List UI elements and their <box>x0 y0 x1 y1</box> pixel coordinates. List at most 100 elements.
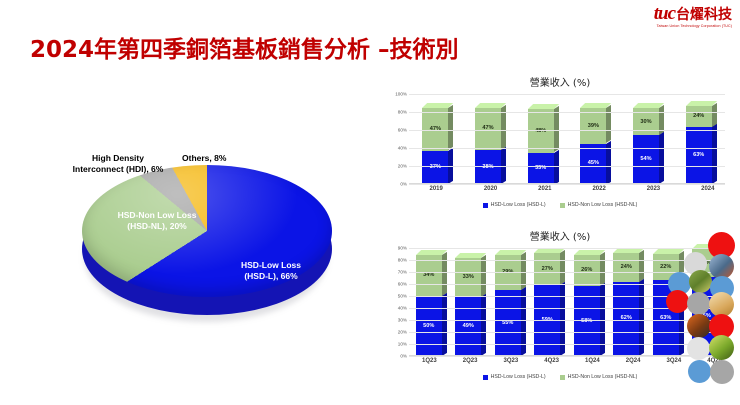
bar-segment-face <box>613 252 640 282</box>
bar-value-label: 55% <box>502 319 514 326</box>
deco-photo-circle <box>689 270 712 293</box>
legend-item[interactable]: HSD-Low Loss (HSD-L) <box>482 374 546 380</box>
y-tick-label: 80% <box>397 257 407 263</box>
bar-value-label: 22% <box>660 263 672 270</box>
x-tick-label: 2024 <box>701 186 715 192</box>
legend-item[interactable]: HSD-Low Loss (HSD-L) <box>482 202 546 208</box>
legend-label: HSD-Low Loss (HSD-L) <box>490 374 546 380</box>
bar-segment: 35% <box>527 149 559 184</box>
y-tick-label: 30% <box>397 317 407 323</box>
y-axis-quarterly: 0% 10% 20% 30% 40% 50% 60% 70% 80% 90% <box>385 246 409 359</box>
bar-value-label: 50% <box>423 322 435 329</box>
bar-segment-top <box>494 250 526 256</box>
bar-segment: 34% <box>415 250 447 296</box>
y-tick-label: 20% <box>397 163 407 169</box>
bar-segment-face <box>580 143 607 184</box>
gridline <box>409 248 725 249</box>
bar-segment: 33% <box>455 252 487 298</box>
y-tick-label: 0% <box>400 353 407 359</box>
bar-slot: 24% 63% <box>672 94 725 184</box>
x-tick-label: 2020 <box>483 186 498 192</box>
bar-value-label: 47% <box>482 125 494 132</box>
pie-label-hdi: High Density Interconnect (HDI), 6% <box>72 153 164 174</box>
stacked-bar[interactable]: 29%55% <box>494 250 526 356</box>
stacked-bar[interactable]: 34% 50% <box>415 250 447 356</box>
gridline <box>409 112 725 113</box>
gridline <box>409 260 725 261</box>
bar-segment: 27% <box>534 247 566 286</box>
bar-slot: 47%38% <box>462 94 515 184</box>
bar-segment: 45% <box>580 140 612 184</box>
legend-item[interactable]: HSD-Non Low Loss (HSD-NL) <box>559 202 637 208</box>
bar-segment-side <box>711 124 717 184</box>
gridline <box>409 184 725 185</box>
stacked-bar[interactable]: 33% 49% <box>455 252 487 356</box>
y-axis-annual: 0% 20% 40% 60% 80% 100% <box>385 92 409 187</box>
stacked-bar[interactable]: 27%59% <box>534 247 566 356</box>
bar-slot: 24% 62% <box>607 247 647 356</box>
bar-segment-side <box>441 292 447 356</box>
stacked-bar[interactable]: 47%38% <box>475 102 507 184</box>
deco-circle-gray <box>684 252 707 275</box>
bar-slot: 27%59% <box>528 247 568 356</box>
bar-segment-face <box>415 296 442 356</box>
bar-value-label: 26% <box>581 267 593 274</box>
bar-value-label: 49% <box>462 323 474 330</box>
bar-slot: 34% 50% <box>409 248 449 356</box>
x-tick-label: 1Q24 <box>585 358 600 364</box>
deco-circle-blue <box>688 360 711 383</box>
bar-segment-face <box>494 290 521 356</box>
x-axis-annual: 2019 2020 2021 2022 2023 2024 <box>409 186 735 192</box>
stacked-bar[interactable]: 24% 62% <box>613 247 645 356</box>
bar-segment-face <box>580 108 607 144</box>
deco-photo-circle <box>687 314 711 338</box>
bar-value-label: 34% <box>423 272 435 279</box>
logo-subtitle: Taiwan Union Technology Corporation (TUC… <box>656 24 732 28</box>
legend-item[interactable]: HSD-Non Low Loss (HSD-NL) <box>559 374 637 380</box>
logo-chinese-name: 台燿科技 <box>676 7 732 23</box>
axis-line-quarterly <box>409 355 725 356</box>
bar-segment-top <box>685 100 717 106</box>
bar-segment-face <box>685 127 712 184</box>
y-tick-label: 40% <box>397 145 407 151</box>
stacked-bar[interactable]: 26%58% <box>573 250 605 356</box>
bar-value-label: 24% <box>620 263 632 270</box>
bar-value-label: 63% <box>693 152 705 159</box>
bar-value-label: 62% <box>620 315 632 322</box>
bar-slot: 47% 37% <box>409 94 462 184</box>
chart-title-quarterly: 營業收入 (%) <box>529 232 591 243</box>
bar-segment-face <box>415 255 442 296</box>
gridline <box>409 166 725 167</box>
bar-segment: 24% <box>613 247 645 282</box>
bar-segment-face <box>422 108 449 151</box>
gridline <box>409 320 725 321</box>
legend-swatch <box>482 202 488 208</box>
x-tick-label: 4Q23 <box>544 358 559 364</box>
y-tick-label: 20% <box>397 329 407 335</box>
chart-annual-revenue-mix: 營業收入 (%) 0% 20% 40% 60% 80% 100% 47% 37% 47%38%… <box>385 74 735 219</box>
stacked-bar[interactable]: 48%35% <box>527 104 559 184</box>
bar-segment-side <box>441 252 447 296</box>
bar-slot: 26%58% <box>567 248 607 356</box>
bar-value-label: 47% <box>422 126 448 132</box>
bar-segment: 63% <box>685 124 717 184</box>
bar-value-label: 35% <box>535 164 547 171</box>
deco-circle-red <box>709 314 734 339</box>
gridline <box>409 332 725 333</box>
gridline <box>409 130 725 131</box>
bar-segment: 37% <box>422 147 454 184</box>
bar-segment-face <box>633 135 660 184</box>
stacked-bar[interactable]: 24% 63% <box>685 100 717 184</box>
stacked-bar[interactable]: 30% 54% <box>633 103 665 184</box>
bar-value-label: 27% <box>541 265 553 272</box>
bar-value-label: 39% <box>587 122 599 129</box>
bar-slot: 29%55% <box>488 248 528 356</box>
stacked-bar[interactable]: 39% 45% <box>580 103 612 184</box>
stacked-bar[interactable]: 47% 37% <box>422 103 454 184</box>
bar-segment-side <box>560 249 566 286</box>
bar-segment-face <box>455 297 482 356</box>
bar-segment: 49% <box>455 294 487 356</box>
pie-graphic <box>82 165 332 315</box>
pie-slices <box>82 165 332 297</box>
bar-slot: 48%35% <box>514 94 567 184</box>
